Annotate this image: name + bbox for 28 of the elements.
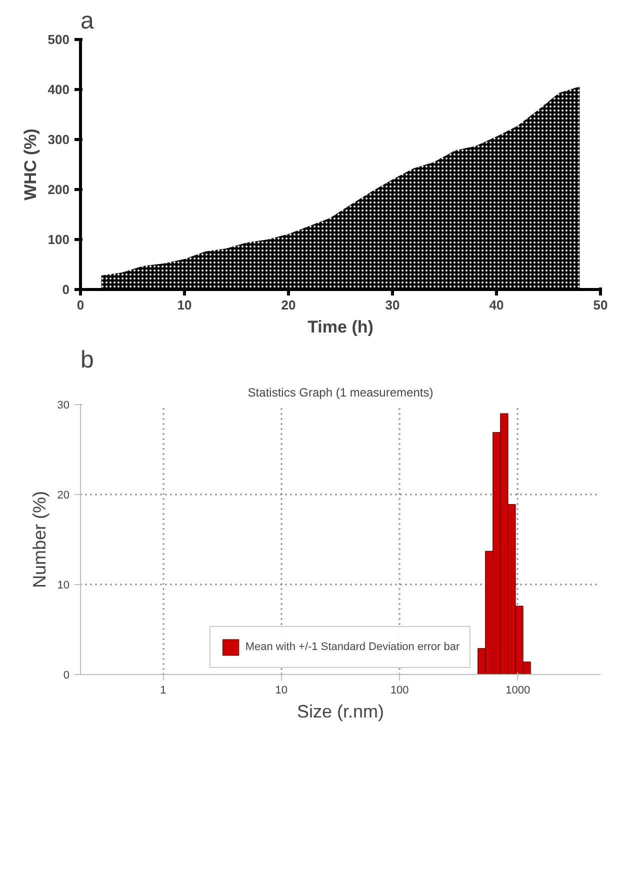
x-tick-label: 100 (390, 684, 409, 696)
x-tick-label: 1 (160, 684, 166, 696)
x-tick-label: 0 (76, 298, 84, 312)
y-tick-label: 400 (48, 82, 70, 97)
text: b (80, 346, 94, 374)
y-tick-label: 500 (48, 32, 70, 47)
y-tick-label: 100 (48, 232, 70, 247)
y-tick-label: 0 (63, 670, 70, 682)
y-tick-label: 300 (48, 132, 70, 147)
chart-title: Statistics Graph (1 measurements) (248, 386, 434, 400)
x-tick-label: 10 (177, 298, 192, 312)
y-tick-label: 20 (57, 490, 70, 502)
x-tick-label: 10 (275, 684, 288, 696)
x-tick-label: 50 (593, 298, 608, 312)
x-tick-label: 30 (385, 298, 400, 312)
y-tick-label: 200 (48, 182, 70, 197)
y-tick-label: 30 (57, 400, 70, 412)
x-axis-title: Time (h) (308, 318, 374, 336)
y-axis-title: WHC (%) (20, 128, 40, 200)
y-tick-label: 0 (62, 282, 70, 297)
x-tick-label: 1000 (506, 684, 530, 696)
y-tick-label: 10 (57, 580, 70, 592)
y-axis-title: Number (%) (29, 490, 50, 588)
x-tick-label: 20 (281, 298, 296, 312)
text: a (80, 8, 94, 34)
legend-label: Mean with +/-1 Standard Deviation error bar (245, 641, 460, 653)
x-tick-label: 40 (489, 298, 504, 312)
x-axis-title: Size (r.nm) (296, 702, 384, 722)
